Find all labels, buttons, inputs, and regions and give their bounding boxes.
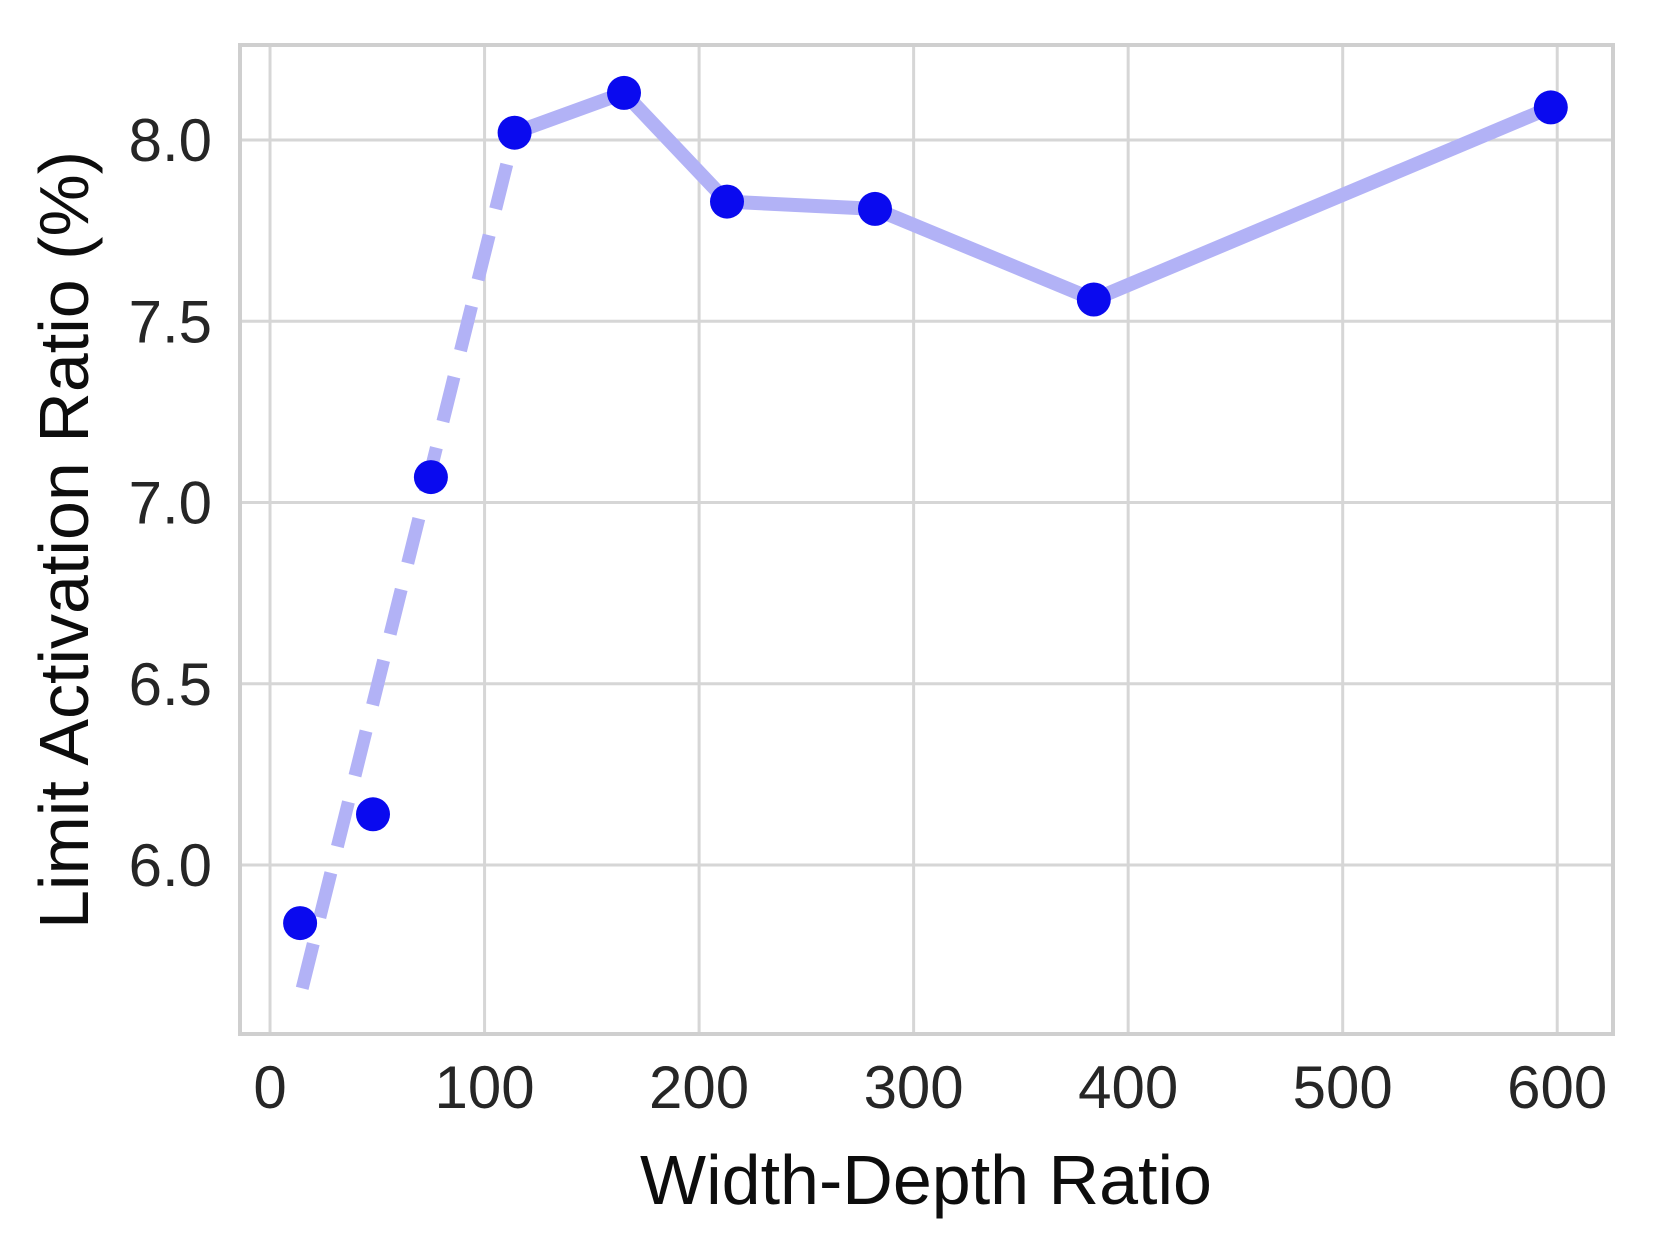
- y-tick-label: 7.0: [129, 470, 212, 537]
- solid-connector-line: [512, 85, 1554, 307]
- data-point: [710, 184, 744, 219]
- x-tick-label: 500: [1293, 1054, 1393, 1121]
- x-tick-label: 0: [253, 1054, 286, 1121]
- tick-layer: 0 100 200 300 400 500 600 6.0 6.5 7.0 7.5 8.0: [129, 107, 1608, 1121]
- y-tick-label: 8.0: [129, 107, 212, 174]
- data-point: [858, 191, 892, 226]
- x-tick-label: 600: [1507, 1054, 1607, 1121]
- x-tick-label: 300: [864, 1054, 964, 1121]
- data-point: [413, 460, 448, 495]
- data-point: [1076, 282, 1111, 317]
- y-tick-label: 7.5: [129, 288, 212, 355]
- x-tick-label: 100: [435, 1054, 535, 1121]
- y-tick-label: 6.0: [129, 832, 212, 899]
- data-point: [1533, 90, 1568, 125]
- y-tick-label: 6.5: [129, 651, 212, 718]
- data-point: [283, 906, 318, 941]
- x-tick-label: 200: [649, 1054, 749, 1121]
- x-tick-label: 400: [1078, 1054, 1178, 1121]
- dashed-trend-line: [295, 131, 521, 990]
- series-layer: [283, 75, 1568, 990]
- x-axis-label: Width-Depth Ratio: [640, 1141, 1212, 1219]
- y-axis-label: Limit Activation Ratio (%): [25, 151, 103, 929]
- data-point: [356, 797, 390, 832]
- data-point: [497, 115, 532, 150]
- plot-border: [238, 43, 1615, 1036]
- grid-layer: [240, 45, 1613, 1034]
- data-point: [607, 75, 641, 110]
